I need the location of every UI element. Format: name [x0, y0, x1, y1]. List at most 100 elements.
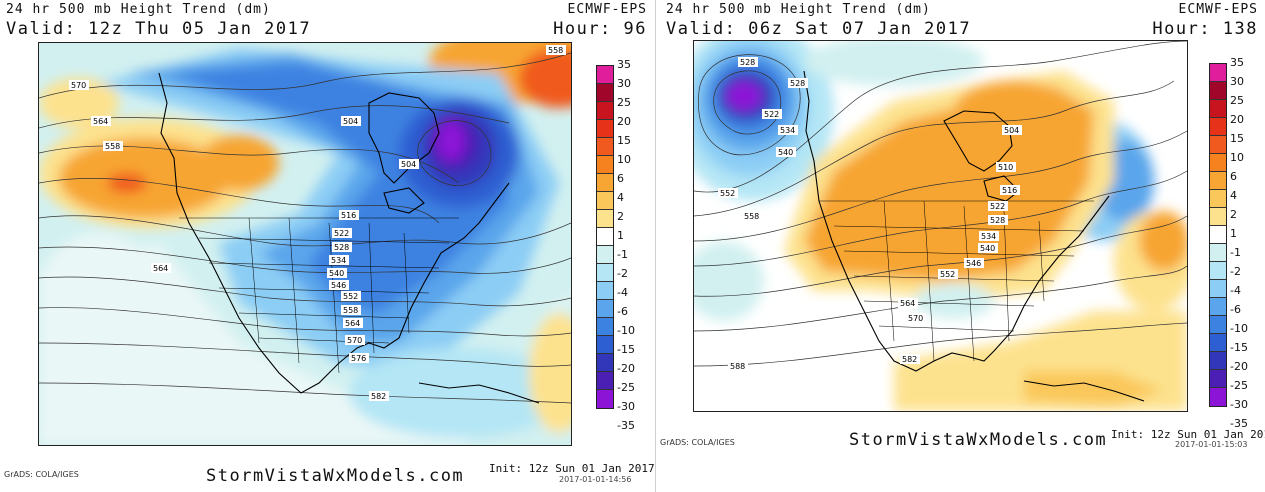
- colorbar-cell: [1210, 280, 1226, 298]
- left-map-svg: 570 564 558 564 504 504 516 522 528 534 …: [39, 43, 571, 445]
- colorbar-cell: [1210, 316, 1226, 334]
- right-map-svg: 528 528 522 534 540 552 558 504 510 516 …: [694, 41, 1187, 411]
- colorbar-label: 1: [1230, 227, 1237, 240]
- colorbar-label: 4: [1230, 189, 1237, 202]
- colorbar-cell: [1210, 118, 1226, 136]
- left-model-name: ECMWF-EPS: [567, 2, 647, 17]
- colorbar-cell: [1210, 298, 1226, 316]
- left-contour-label: 522: [334, 229, 349, 238]
- right-contour-label: 570: [908, 314, 923, 323]
- colorbar-label: -20: [1230, 360, 1248, 373]
- left-contour-label: 558: [105, 142, 120, 151]
- right-contour-label: 588: [730, 362, 745, 371]
- left-forecast-hour: Hour: 96: [553, 19, 647, 39]
- left-contour-label: 528: [334, 243, 349, 252]
- colorbar-cell: [597, 318, 613, 336]
- colorbar-label: 6: [617, 172, 624, 185]
- right-contour-label: 558: [744, 212, 759, 221]
- left-contour-label: 540: [329, 269, 344, 278]
- colorbar-label: 2: [1230, 208, 1237, 221]
- right-contour-label: 522: [990, 202, 1005, 211]
- left-contour-label: 570: [347, 336, 362, 345]
- left-map: 570 564 558 564 504 504 516 522 528 534 …: [38, 42, 572, 446]
- colorbar-label: -6: [1230, 303, 1241, 316]
- colorbar-label: 15: [1230, 132, 1244, 145]
- left-site-name: StormVistaWxModels.com: [206, 466, 465, 486]
- colorbar-label: 35: [1230, 56, 1244, 69]
- colorbar-label: 25: [1230, 94, 1244, 107]
- colorbar-label: 2: [617, 210, 624, 223]
- right-grads-credit: GrADS: COLA/IGES: [660, 438, 735, 447]
- colorbar-label: -15: [1230, 341, 1248, 354]
- right-valid-time: Valid: 06z Sat 07 Jan 2017: [666, 19, 972, 39]
- left-contour-label: 570: [71, 81, 86, 90]
- colorbar-label: 10: [1230, 151, 1244, 164]
- colorbar-label: -10: [617, 324, 635, 337]
- colorbar-label: -1: [1230, 246, 1241, 259]
- colorbar-cell: [597, 192, 613, 210]
- colorbar-label: -1: [617, 248, 628, 261]
- colorbar-cell: [1210, 334, 1226, 352]
- colorbar-cell: [597, 246, 613, 264]
- right-contour-label: 546: [966, 259, 981, 268]
- colorbar-cell: [1210, 82, 1226, 100]
- left-contour-label: 546: [331, 281, 346, 290]
- colorbar-label: 35: [617, 58, 631, 71]
- right-init-time: Init: 12z Sun 01 Jan 2017: [1111, 428, 1265, 441]
- right-contour-label: 510: [998, 163, 1013, 172]
- colorbar-label: -10: [1230, 322, 1248, 335]
- colorbar-label: -2: [617, 267, 628, 280]
- colorbar-label: -35: [1230, 417, 1248, 430]
- left-map-panel: 24 hr 500 mb Height Trend (dm) ECMWF-EPS…: [4, 2, 655, 486]
- colorbar-label: 15: [617, 134, 631, 147]
- colorbar-cell: [1210, 190, 1226, 208]
- right-contour-label: 582: [902, 355, 917, 364]
- right-forecast-hour: Hour: 138: [1152, 19, 1258, 39]
- right-contour-label: 516: [1002, 186, 1017, 195]
- colorbar-cell: [1210, 154, 1226, 172]
- colorbar-cell: [597, 156, 613, 174]
- right-site-name: StormVistaWxModels.com: [849, 430, 1108, 450]
- colorbar-cell: [597, 336, 613, 354]
- left-contour-label: 534: [331, 256, 346, 265]
- right-contour-label: 534: [780, 126, 795, 135]
- right-contour-label: 552: [720, 189, 735, 198]
- colorbar-label: -25: [617, 381, 635, 394]
- colorbar-cell: [1210, 244, 1226, 262]
- colorbar-cell: [597, 66, 613, 84]
- right-timestamp: 2017-01-01-15:03: [1175, 440, 1248, 449]
- left-contour-label: 504: [401, 160, 416, 169]
- colorbar-label: -4: [617, 286, 628, 299]
- colorbar-label: 6: [1230, 170, 1237, 183]
- left-timestamp: 2017-01-01-14:56: [559, 475, 632, 484]
- colorbar-label: -2: [1230, 265, 1241, 278]
- right-colorbar: [1209, 63, 1227, 407]
- colorbar-label: 10: [617, 153, 631, 166]
- colorbar-label: -25: [1230, 379, 1248, 392]
- colorbar-cell: [597, 300, 613, 318]
- colorbar-cell: [597, 228, 613, 246]
- colorbar-cell: [1210, 262, 1226, 280]
- colorbar-cell: [597, 372, 613, 390]
- colorbar-cell: [597, 102, 613, 120]
- right-contour-label: 534: [981, 232, 996, 241]
- colorbar-label: -20: [617, 362, 635, 375]
- colorbar-label: -30: [617, 400, 635, 413]
- colorbar-cell: [597, 210, 613, 228]
- right-contour-label: 528: [740, 58, 755, 67]
- right-title: 24 hr 500 mb Height Trend (dm): [666, 2, 931, 17]
- colorbar-cell: [1210, 370, 1226, 388]
- right-contour-label: 564: [900, 299, 915, 308]
- colorbar-cell: [1210, 100, 1226, 118]
- right-contour-label: 552: [940, 270, 955, 279]
- left-valid-time: Valid: 12z Thu 05 Jan 2017: [6, 19, 312, 39]
- left-contour-label: 558: [548, 46, 563, 55]
- colorbar-label: 30: [1230, 75, 1244, 88]
- colorbar-label: 30: [617, 77, 631, 90]
- left-contour-label: 582: [371, 392, 386, 401]
- right-contour-label: 528: [990, 216, 1005, 225]
- left-contour-label: 552: [343, 292, 358, 301]
- left-contour-label: 576: [351, 354, 366, 363]
- colorbar-cell: [1210, 172, 1226, 190]
- right-contour-label: 540: [980, 244, 995, 253]
